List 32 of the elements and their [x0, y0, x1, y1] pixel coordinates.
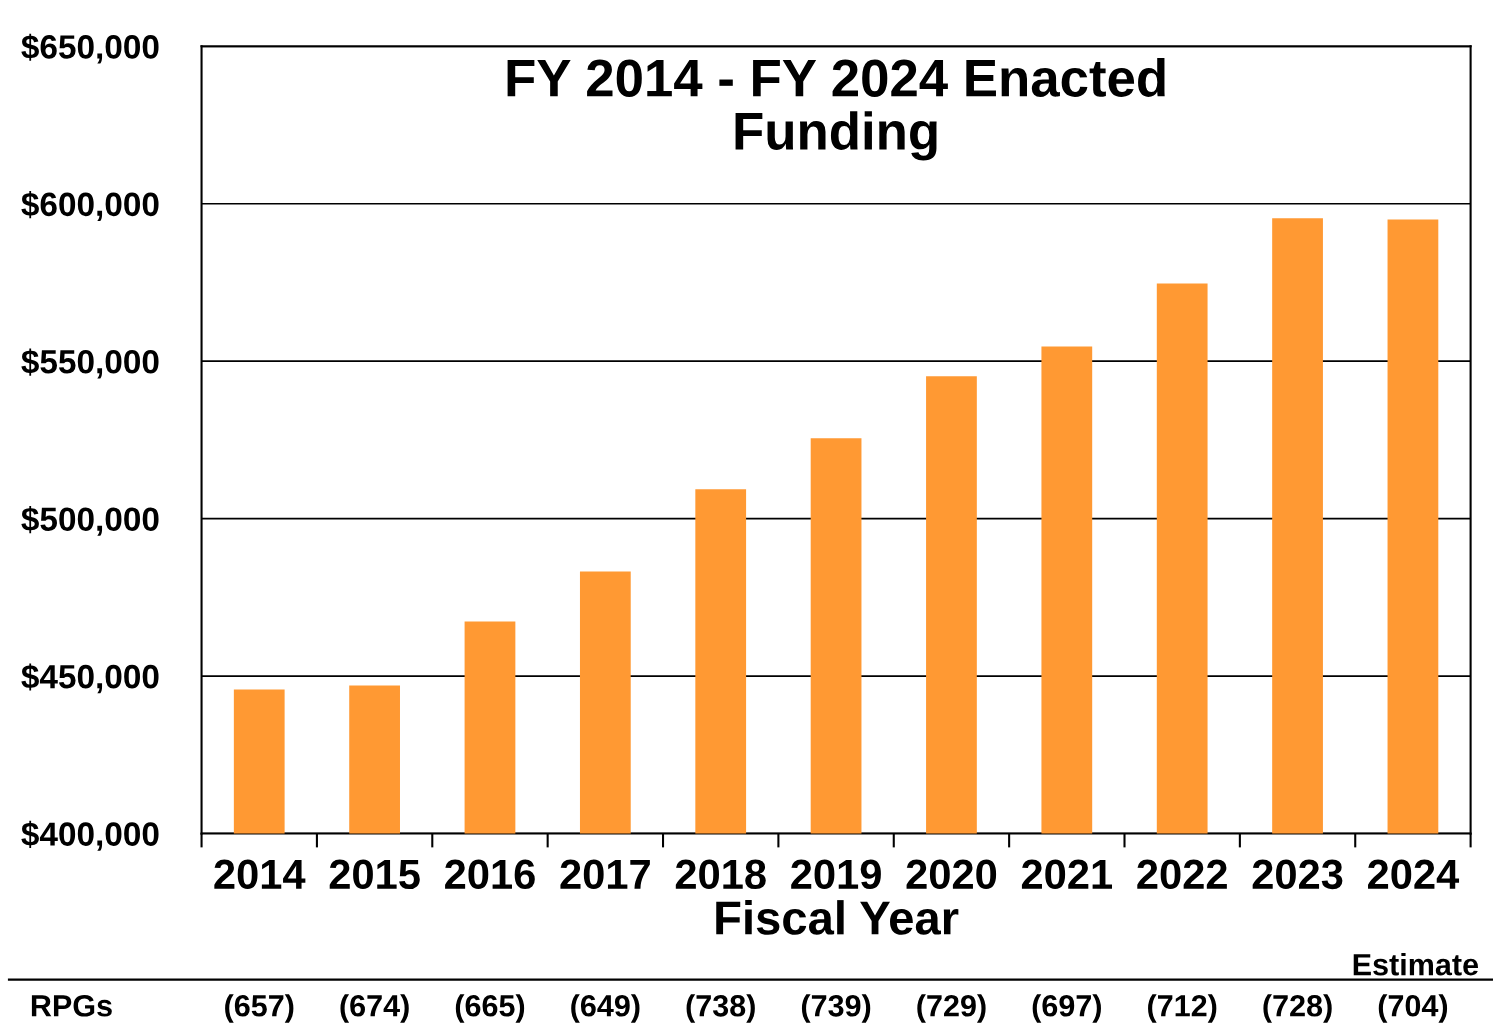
text: RPGs [31, 994, 112, 1017]
text: (739) [801, 994, 871, 1023]
y-tick-label: $450,000 [21, 663, 159, 694]
x-tick-label: 2024 [1368, 859, 1460, 890]
text: (704) [1378, 994, 1448, 1023]
text: (657) [225, 994, 294, 1023]
x-tick-label: 2023 [1252, 859, 1343, 890]
x-tick-label: 2021 [1021, 859, 1113, 890]
x-tick-label: 2017 [560, 859, 650, 890]
text: (665) [455, 994, 525, 1023]
text: (728) [1263, 994, 1332, 1023]
x-axis-title: Fiscal Year [716, 900, 959, 935]
x-tick-label: 2015 [329, 859, 420, 890]
y-tick-label: $500,000 [21, 505, 159, 536]
y-tick-label: $600,000 [21, 191, 159, 221]
y-tick-label: $400,000 [21, 820, 159, 851]
text: (697) [1032, 994, 1101, 1023]
x-tick-label: 2019 [791, 859, 881, 890]
x-tick-label: 2014 [214, 859, 306, 890]
text: (674) [340, 994, 409, 1023]
x-tick-label: 2016 [445, 859, 535, 890]
x-tick-label: 2020 [906, 859, 997, 890]
y-tick-label: $550,000 [21, 348, 159, 379]
text: Estimate [1353, 953, 1479, 976]
text: (712) [1148, 994, 1217, 1023]
y-tick-label: $650,000 [21, 33, 159, 64]
text: FY 2014 - FY 2024 Enacted Funding [507, 58, 1165, 161]
x-tick-label: 2022 [1137, 859, 1227, 890]
text: (738) [686, 994, 755, 1023]
x-tick-label: 2018 [675, 859, 766, 890]
text: (729) [917, 994, 986, 1023]
text: (649) [571, 994, 640, 1023]
